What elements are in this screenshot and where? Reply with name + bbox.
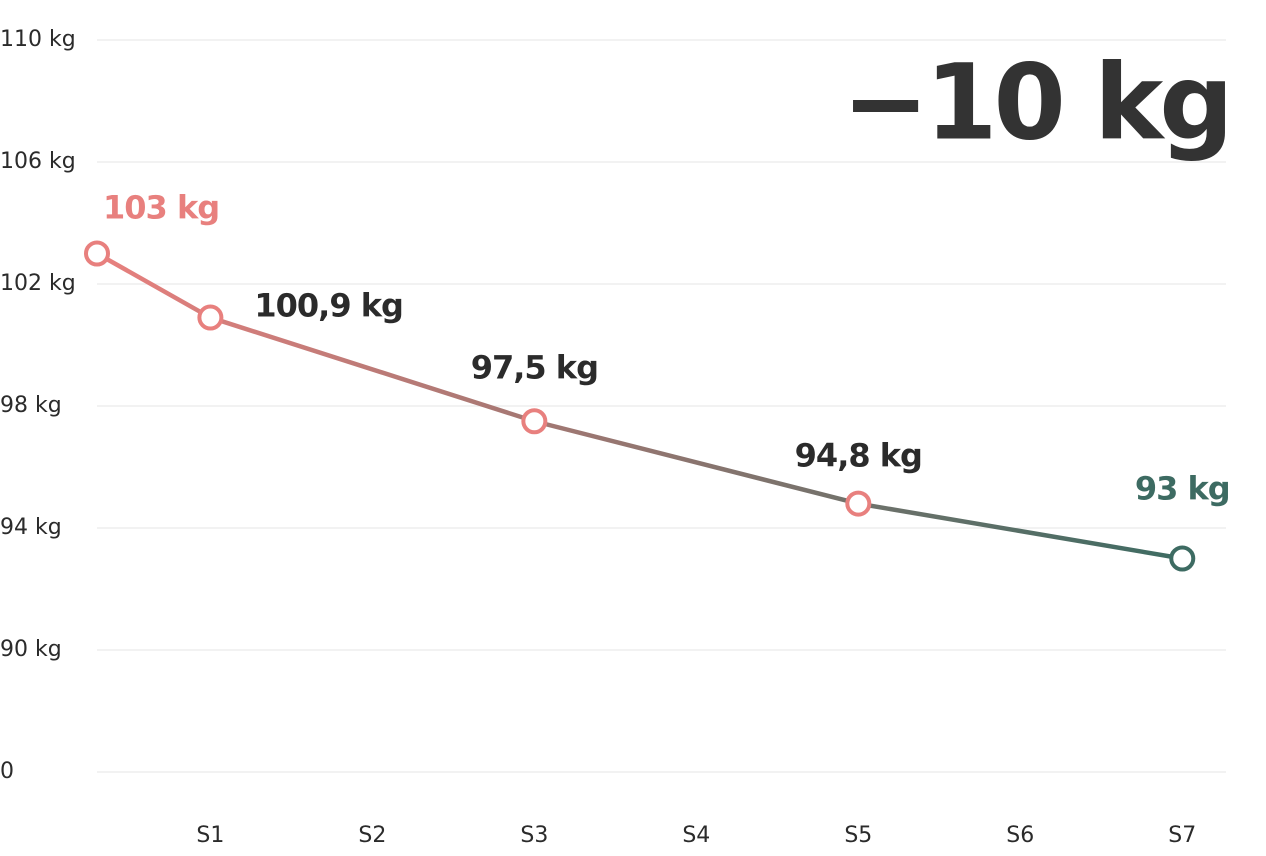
x-tick-label: S6 [1006, 823, 1034, 848]
value-label: 97,5 kg [471, 348, 598, 386]
y-tick-label: 110 kg [0, 27, 76, 52]
value-label: 100,9 kg [254, 287, 403, 325]
x-tick-label: S2 [358, 823, 386, 848]
y-tick-label: 106 kg [0, 149, 76, 174]
x-tick-label: S5 [844, 823, 872, 848]
y-tick-label: 98 kg [0, 393, 62, 418]
point [1169, 545, 1196, 572]
y-tick-label: 94 kg [0, 515, 62, 540]
point [845, 490, 872, 517]
x-tick-label: S7 [1168, 823, 1196, 848]
y-tick-label: 90 kg [0, 637, 62, 662]
point [84, 240, 110, 267]
x-tick-label: S1 [196, 823, 224, 848]
value-label: 94,8 kg [795, 437, 922, 475]
point [197, 304, 224, 331]
value-label: 93 kg [1135, 470, 1230, 508]
value-label: 103 kg [103, 189, 219, 227]
y-tick-label: 0 [0, 759, 14, 784]
y-tick-label: 102 kg [0, 271, 76, 296]
x-tick-label: S4 [682, 823, 710, 848]
annotation: −10 kg [842, 41, 1230, 163]
point [521, 408, 548, 435]
x-tick-label: S3 [520, 823, 548, 848]
